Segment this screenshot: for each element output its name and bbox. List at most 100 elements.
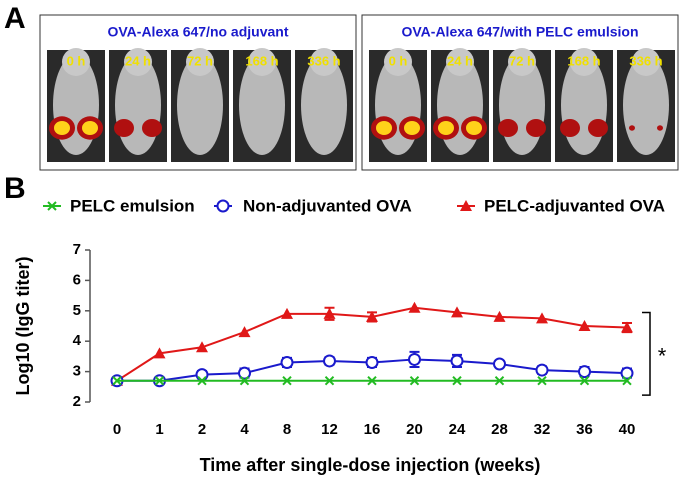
marker xyxy=(367,376,377,386)
marker xyxy=(493,357,506,371)
marker xyxy=(450,354,464,368)
time-label: 72 h xyxy=(509,53,535,68)
mouse-head xyxy=(570,48,598,76)
marker xyxy=(323,307,336,319)
marker xyxy=(493,310,506,322)
signal-core xyxy=(466,121,482,135)
image-group-title: OVA-Alexa 647/with PELC emulsion xyxy=(401,24,638,40)
time-label: 72 h xyxy=(187,53,213,68)
panel-label: A xyxy=(4,2,26,35)
y-tick-label: 5 xyxy=(73,302,81,319)
mouse-body xyxy=(623,55,669,155)
mouse-body xyxy=(177,55,223,155)
time-label: 336 h xyxy=(629,53,662,68)
marker xyxy=(281,307,293,319)
marker xyxy=(621,321,633,333)
x-tick-label: 4 xyxy=(240,421,249,438)
signal-core xyxy=(376,121,392,135)
mouse-head xyxy=(446,48,474,76)
marker xyxy=(537,376,547,386)
marker xyxy=(112,376,122,386)
mouse-head xyxy=(384,48,412,76)
x-tick-label: 24 xyxy=(449,421,466,438)
time-label: 24 h xyxy=(447,53,473,68)
marker xyxy=(323,354,336,368)
marker xyxy=(195,368,209,382)
x-tick-label: 0 xyxy=(113,421,121,438)
signal xyxy=(114,119,134,137)
marker xyxy=(196,341,208,353)
marker xyxy=(154,376,165,386)
marker xyxy=(408,352,421,366)
marker xyxy=(622,376,632,386)
marker xyxy=(536,312,548,324)
x-tick-label: 28 xyxy=(491,421,508,438)
x-tick-label: 12 xyxy=(321,421,338,438)
signal xyxy=(142,119,162,137)
y-tick-label: 2 xyxy=(73,393,81,410)
signal xyxy=(657,125,663,131)
x-tick-label: 8 xyxy=(283,421,291,438)
mouse-head xyxy=(248,48,276,76)
signal-core xyxy=(82,121,98,135)
y-tick-label: 3 xyxy=(73,363,81,380)
x-tick-label: 20 xyxy=(406,421,423,438)
marker xyxy=(238,366,251,380)
x-tick-label: 36 xyxy=(576,421,593,438)
mouse-head xyxy=(310,48,338,76)
y-tick-label: 7 xyxy=(73,241,81,258)
image-group-title: OVA-Alexa 647/no adjuvant xyxy=(107,24,288,40)
marker xyxy=(197,376,207,386)
time-label: 0 h xyxy=(67,53,86,68)
legend-marker xyxy=(216,199,230,213)
marker xyxy=(324,376,335,386)
signal xyxy=(498,119,518,137)
signal xyxy=(588,119,608,137)
mouse-head xyxy=(124,48,152,76)
mouse-head xyxy=(632,48,660,76)
legend-label: PELC-adjuvanted OVA xyxy=(484,196,665,215)
signal xyxy=(526,119,546,137)
time-label: 336 h xyxy=(307,53,340,68)
legend-label: Non-adjuvanted OVA xyxy=(243,196,412,215)
marker xyxy=(282,376,292,386)
legend-marker xyxy=(47,201,57,211)
marker xyxy=(408,301,421,313)
marker xyxy=(280,355,294,369)
marker xyxy=(579,376,590,386)
marker xyxy=(578,365,591,379)
signal-core xyxy=(404,121,420,135)
mouse-body xyxy=(301,55,347,155)
marker xyxy=(451,306,463,318)
mouse-head xyxy=(508,48,536,76)
marker xyxy=(153,347,166,359)
marker xyxy=(535,363,549,377)
marker xyxy=(494,376,505,386)
legend-marker xyxy=(460,200,472,211)
x-tick-label: 1 xyxy=(155,421,163,438)
x-axis-label: Time after single-dose injection (weeks) xyxy=(200,455,541,475)
marker xyxy=(239,376,250,386)
signal-core xyxy=(438,121,454,135)
x-tick-label: 16 xyxy=(364,421,381,438)
marker xyxy=(578,320,591,331)
y-tick-label: 4 xyxy=(73,332,82,349)
y-axis-label: Log10 (IgG titer) xyxy=(13,256,33,395)
mouse-body xyxy=(239,55,285,155)
legend-label: PELC emulsion xyxy=(70,196,195,215)
mouse-head xyxy=(186,48,214,76)
marker xyxy=(365,355,379,369)
time-label: 168 h xyxy=(567,53,600,68)
panel-label: B xyxy=(4,172,26,205)
annotation: * xyxy=(658,344,667,369)
signal-core xyxy=(54,121,70,135)
significance-bracket xyxy=(642,311,651,396)
mouse-head xyxy=(62,48,90,76)
time-label: 0 h xyxy=(389,53,408,68)
marker xyxy=(452,376,462,386)
time-label: 24 h xyxy=(125,53,151,68)
marker xyxy=(620,366,634,380)
time-label: 168 h xyxy=(245,53,278,68)
x-tick-label: 32 xyxy=(534,421,551,438)
